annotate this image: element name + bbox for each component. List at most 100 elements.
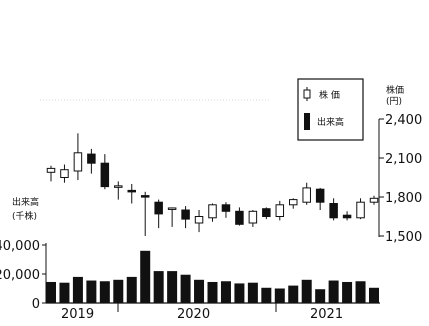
year-label-2019: 2019 — [61, 307, 94, 322]
candle-body — [356, 201, 365, 219]
volume-bar — [220, 281, 231, 303]
volume-bar — [86, 280, 97, 303]
volume-bar — [167, 271, 178, 303]
candle-body — [221, 204, 231, 212]
volume-bar — [315, 289, 326, 303]
candle-body — [369, 197, 379, 203]
candle-body — [289, 199, 298, 206]
volume-bar — [328, 280, 339, 303]
candle-body — [302, 187, 311, 203]
candle — [46, 165, 56, 182]
candle-body — [114, 185, 123, 188]
candle-body — [248, 210, 258, 224]
volume-bar — [369, 287, 379, 303]
price-tick-1800: 1,800 — [385, 191, 422, 206]
volume-tick-20000: 20,000 — [0, 268, 40, 283]
price-tick-1500: 1,500 — [385, 230, 422, 245]
candle — [167, 207, 177, 227]
candle-body — [46, 167, 56, 173]
legend-label-volume: 出来高 — [317, 116, 344, 128]
candle — [289, 198, 298, 209]
candle — [369, 195, 379, 205]
candle — [208, 203, 217, 222]
volume-bar — [207, 281, 218, 303]
volume-bar — [153, 271, 164, 303]
candle-body — [329, 203, 338, 219]
volume-bar — [194, 279, 205, 303]
volume-bar — [288, 285, 299, 303]
candle-body — [342, 214, 352, 219]
candle-body — [60, 169, 69, 178]
candle — [127, 184, 136, 204]
volume-bar — [113, 279, 124, 303]
candle — [194, 210, 204, 233]
candle-body — [87, 153, 96, 164]
candle — [275, 200, 285, 221]
candle-body — [208, 204, 217, 219]
price-tick-2100: 2,100 — [385, 152, 422, 167]
candle — [221, 202, 231, 218]
volume-bar — [355, 281, 366, 303]
candle — [114, 181, 123, 200]
legend: 株 価 出来高 — [297, 78, 364, 141]
candle — [60, 164, 69, 183]
candle — [342, 211, 352, 221]
year-label-2021: 2021 — [310, 307, 343, 322]
candle-body — [275, 204, 285, 218]
legend-bar-icon — [304, 113, 310, 130]
candle-body — [181, 209, 190, 220]
candle — [235, 207, 244, 226]
volume-series — [46, 250, 379, 303]
candle-body — [127, 189, 136, 193]
price-axis-label: 株価 — [386, 84, 404, 96]
price-tick-2400: 2,400 — [385, 113, 422, 128]
volume-axis-label: 出来高 — [12, 196, 39, 208]
candle — [248, 210, 258, 227]
volume-bar — [126, 276, 137, 303]
volume-tick-0: 0 — [32, 297, 40, 312]
candle-body — [262, 208, 271, 217]
candle-body — [73, 152, 83, 172]
volume-bar — [234, 283, 245, 303]
candle-body — [140, 195, 150, 198]
candle — [73, 133, 83, 181]
volume-bar — [180, 274, 191, 303]
volume-axis-unit: (千株) — [12, 210, 37, 222]
volume-tick-40000: 40,000 — [0, 239, 40, 254]
candle-body — [315, 188, 325, 203]
volume-bar — [261, 287, 272, 303]
legend-label-price: 株 価 — [319, 89, 340, 101]
candle-body — [167, 207, 177, 210]
price-axis-unit: (円) — [386, 96, 402, 107]
volume-bar — [274, 288, 285, 303]
volume-bar — [72, 276, 83, 303]
volume-bar — [140, 250, 151, 303]
volume-bar — [247, 282, 258, 303]
volume-bar — [301, 279, 312, 303]
candle — [87, 148, 96, 174]
volume-bar — [59, 282, 70, 303]
volume-bar — [46, 281, 56, 303]
legend-box — [297, 78, 364, 141]
candle — [262, 207, 271, 220]
volume-bar — [342, 281, 353, 303]
price-ticks: 2,400 2,100 1,800 1,500 — [379, 113, 422, 245]
candle — [302, 182, 311, 205]
candle — [154, 199, 163, 229]
candle — [140, 191, 150, 236]
candle-body — [100, 162, 110, 188]
candle — [315, 187, 325, 210]
year-label-2020: 2020 — [177, 307, 210, 322]
candle — [356, 198, 365, 220]
candle-body — [194, 216, 204, 224]
candle-body — [154, 201, 163, 215]
volume-ticks: 40,000 20,000 0 — [0, 239, 46, 312]
candles-series — [46, 133, 379, 236]
candle-body — [235, 210, 244, 225]
candle — [100, 154, 110, 190]
candle — [181, 206, 190, 229]
candle — [329, 198, 338, 221]
legend-candle-icon — [303, 87, 311, 101]
